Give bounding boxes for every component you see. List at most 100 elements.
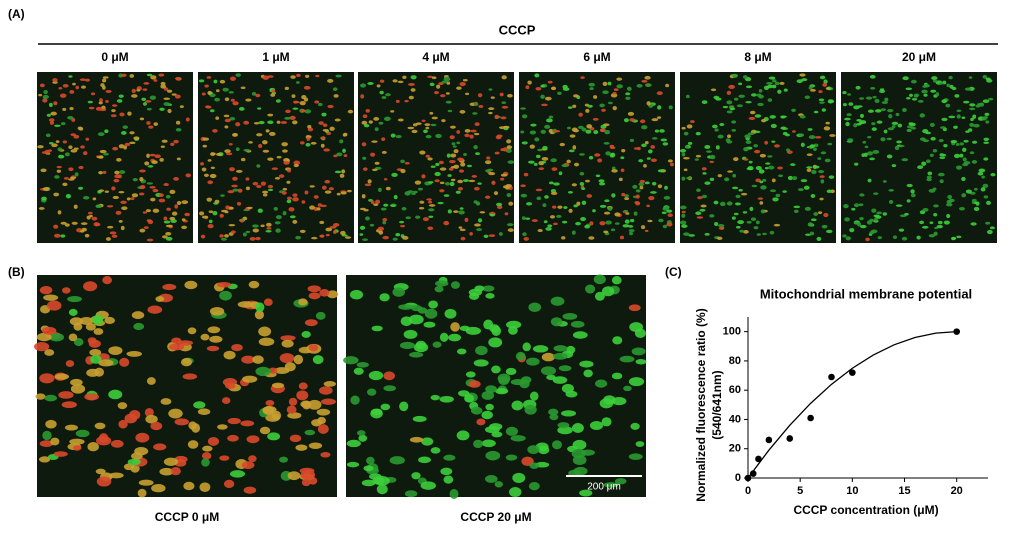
cell xyxy=(295,444,308,451)
cell xyxy=(654,129,660,133)
cell xyxy=(712,124,718,129)
cell xyxy=(245,98,252,102)
cell xyxy=(823,126,831,131)
cell xyxy=(941,99,948,104)
cell xyxy=(240,86,246,90)
cell xyxy=(199,482,211,492)
cell xyxy=(143,226,149,230)
cell xyxy=(823,79,828,84)
cell xyxy=(825,87,831,90)
cell xyxy=(301,200,306,204)
cell xyxy=(367,388,377,396)
cell xyxy=(84,233,90,238)
condition-label: 6 μM xyxy=(583,50,610,64)
cell xyxy=(983,137,990,142)
cell xyxy=(296,73,301,77)
cell xyxy=(122,125,129,129)
cell xyxy=(744,134,751,139)
cell xyxy=(646,101,651,106)
cell xyxy=(567,126,571,130)
cell xyxy=(956,114,961,119)
cell xyxy=(221,397,231,404)
cell xyxy=(681,126,686,130)
cell xyxy=(265,413,281,422)
cell xyxy=(872,95,877,99)
cell xyxy=(326,290,339,299)
cell xyxy=(456,430,470,441)
cell xyxy=(317,102,323,107)
cell xyxy=(392,287,405,297)
cell xyxy=(528,302,542,312)
cell xyxy=(785,133,790,137)
cell xyxy=(502,147,508,152)
cell xyxy=(235,147,240,151)
cell xyxy=(333,154,338,158)
cell xyxy=(804,95,811,100)
cell xyxy=(902,76,909,81)
cell xyxy=(285,109,291,114)
micrograph xyxy=(37,72,193,243)
cell xyxy=(961,176,966,182)
cell xyxy=(265,230,272,233)
cell xyxy=(67,295,82,303)
cell xyxy=(921,89,928,94)
cell xyxy=(657,105,662,110)
cell xyxy=(236,201,242,206)
cell xyxy=(142,88,148,91)
cell xyxy=(262,75,270,80)
cell xyxy=(206,197,213,202)
cell xyxy=(68,75,73,78)
cell xyxy=(94,422,106,430)
cell xyxy=(90,92,96,96)
cell xyxy=(745,140,752,144)
cell xyxy=(362,167,368,171)
cell xyxy=(847,93,852,96)
cell xyxy=(322,123,328,128)
micrograph-background xyxy=(841,72,997,243)
cell xyxy=(611,276,622,285)
cell xyxy=(534,137,540,142)
cell xyxy=(139,184,146,190)
cell xyxy=(99,149,107,154)
cell xyxy=(535,86,542,91)
cell xyxy=(643,164,647,168)
cell xyxy=(237,301,254,308)
cell xyxy=(888,199,894,205)
cell xyxy=(572,145,577,150)
x-tick-label: 10 xyxy=(846,485,858,497)
cell xyxy=(552,222,558,226)
cell xyxy=(230,76,236,81)
cell xyxy=(644,229,649,233)
cell xyxy=(765,162,771,165)
cell xyxy=(522,232,527,237)
cell xyxy=(400,224,405,228)
cell xyxy=(450,178,456,182)
cell xyxy=(664,185,668,190)
cell xyxy=(427,226,434,231)
cell xyxy=(80,229,85,233)
cell xyxy=(177,340,194,346)
cell xyxy=(346,461,360,468)
cell xyxy=(541,161,547,164)
cell xyxy=(445,92,450,95)
cell xyxy=(965,189,973,194)
cell xyxy=(274,176,281,180)
cell xyxy=(566,159,571,164)
cell xyxy=(216,281,232,288)
cell xyxy=(803,185,810,190)
cell xyxy=(488,107,495,111)
cell xyxy=(243,148,251,152)
cell xyxy=(956,165,963,170)
cell xyxy=(183,481,195,491)
cell xyxy=(85,322,96,331)
cell xyxy=(616,77,623,81)
cell xyxy=(656,91,663,96)
cell xyxy=(970,117,974,122)
cell xyxy=(262,140,268,145)
cell xyxy=(69,89,75,94)
cell xyxy=(43,89,48,95)
cell xyxy=(756,233,761,236)
cell xyxy=(286,199,292,204)
cell xyxy=(180,358,193,367)
cell xyxy=(155,296,165,302)
